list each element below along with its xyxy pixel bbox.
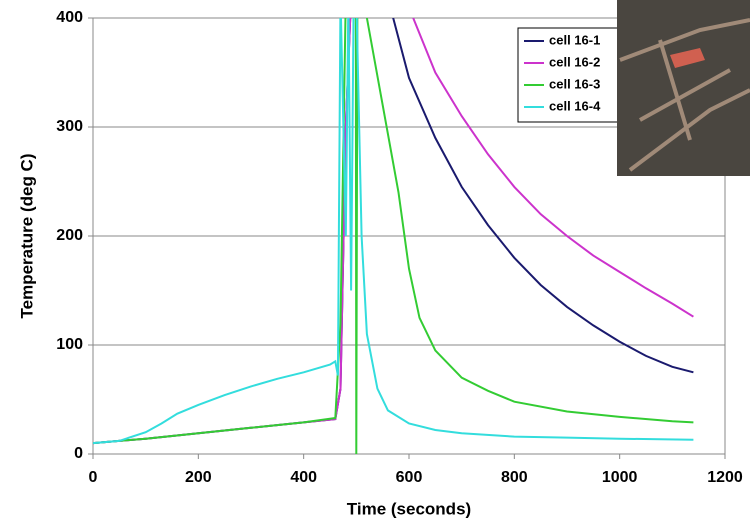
x-tick-label: 400: [290, 469, 317, 486]
photo-detail: [670, 48, 705, 68]
y-tick-label: 0: [74, 445, 83, 462]
photo-inset: [617, 0, 750, 176]
photo-wires: [619, 18, 750, 172]
legend-label: cell 16-2: [549, 54, 600, 69]
legend-label: cell 16-4: [549, 98, 601, 113]
series-line: [93, 18, 694, 445]
series-line: [93, 18, 694, 454]
x-tick-label: 1000: [602, 469, 638, 486]
y-tick-label: 300: [56, 118, 83, 135]
legend-label: cell 16-1: [549, 32, 600, 47]
x-tick-label: 200: [185, 469, 212, 486]
y-axis-label: Temperature (deg C): [17, 154, 36, 319]
y-tick-label: 400: [56, 9, 83, 26]
x-tick-label: 0: [89, 469, 98, 486]
y-tick-label: 100: [56, 336, 83, 353]
legend-label: cell 16-3: [549, 76, 600, 91]
x-axis-label: Time (seconds): [347, 499, 471, 518]
x-tick-label: 800: [501, 469, 528, 486]
y-tick-label: 200: [56, 227, 83, 244]
x-tick-label: 1200: [707, 469, 743, 486]
x-tick-label: 600: [396, 469, 423, 486]
